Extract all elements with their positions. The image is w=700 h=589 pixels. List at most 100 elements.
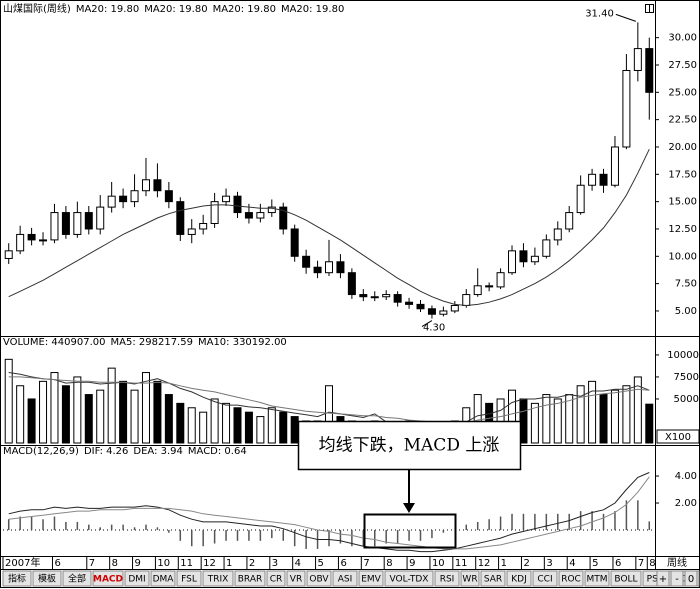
tab-label: DMA	[153, 575, 175, 585]
indicator-label: MA10: 330192.00	[198, 337, 287, 348]
x-tick-label: 3	[272, 558, 278, 569]
volume-bar	[588, 380, 597, 444]
toolbar-tab[interactable]: 指标	[2, 570, 32, 587]
candle-body	[302, 255, 311, 268]
volume-bar	[279, 411, 288, 444]
x-tick-label: 9	[135, 558, 141, 569]
volume-bar	[73, 376, 82, 444]
toolbar-tab[interactable]: CR	[266, 570, 286, 587]
tab-background	[124, 570, 150, 587]
volume-bar	[130, 389, 139, 444]
toolbar-button[interactable]: +	[656, 570, 670, 587]
candle-body	[473, 285, 482, 296]
volume-bar	[610, 389, 619, 444]
toolbar-tab[interactable]: ASI	[332, 570, 358, 587]
toolbar-tab[interactable]: TRIX	[202, 570, 234, 587]
volume-bar	[39, 380, 48, 444]
y-tick-label: 30.00	[668, 33, 697, 44]
volume-bar	[222, 402, 231, 444]
toolbar-tab[interactable]: OBV	[306, 570, 332, 587]
candle-body	[210, 201, 219, 225]
volume-bar	[141, 372, 150, 444]
indicator-line	[8, 472, 650, 553]
volume-bar	[16, 385, 25, 444]
toolbar-tab[interactable]: ROC	[558, 570, 584, 587]
toolbar-tab[interactable]: WR	[460, 570, 480, 587]
volume-bar	[119, 380, 128, 444]
candle-body	[164, 190, 173, 203]
button-background	[656, 570, 670, 587]
toolbar-tab[interactable]: VOL-TDX	[384, 570, 434, 587]
y-tick-label: 5.00	[675, 306, 697, 317]
toolbar-tab[interactable]: DMI	[124, 570, 150, 587]
tab-label: WR	[462, 575, 477, 585]
volume-bar	[599, 394, 608, 444]
x-tick-label: 5	[318, 558, 324, 569]
candle-body	[233, 195, 242, 214]
tab-background	[434, 570, 460, 587]
candle-body	[645, 48, 654, 93]
tab-label: OBV	[309, 575, 329, 585]
tab-background	[460, 570, 480, 587]
toolbar-tab[interactable]: 模板	[32, 570, 62, 587]
toolbar-tab[interactable]: BRAR	[234, 570, 266, 587]
toolbar-button[interactable]: 0	[684, 570, 698, 587]
volume-bar	[542, 394, 551, 444]
candle-body	[187, 228, 196, 235]
volume-bar	[565, 394, 574, 444]
tab-background	[506, 570, 532, 587]
indicator-label: MA5: 298217.59	[111, 337, 193, 348]
tab-background	[384, 570, 434, 587]
candle-body	[542, 239, 551, 257]
toolbar-tab[interactable]: MACD	[92, 570, 124, 587]
volume-bar	[244, 411, 253, 444]
candle-body	[290, 228, 299, 257]
x-tick-label: 8	[112, 558, 118, 569]
toolbar-tab[interactable]: KDJ	[506, 570, 532, 587]
toolbar-tab[interactable]: RSI	[434, 570, 460, 587]
button-background	[670, 570, 684, 587]
indicator-label: VOLUME: 440907.00	[3, 337, 106, 348]
candle-body	[508, 250, 517, 274]
tab-background	[176, 570, 202, 587]
tab-background	[234, 570, 266, 587]
toolbar-tab[interactable]: CCI	[532, 570, 558, 587]
toolbar-tab[interactable]: 全部	[62, 570, 92, 587]
unit-box	[656, 429, 700, 444]
toolbar-tab[interactable]: FSL	[176, 570, 202, 587]
toolbar-tab[interactable]: DMA	[150, 570, 176, 587]
y-tick-label: 15.00	[668, 197, 697, 208]
volume-bar	[4, 358, 13, 444]
volume-bar	[633, 376, 642, 444]
toolbar-tab[interactable]: EMV	[358, 570, 384, 587]
candle-body	[416, 303, 425, 310]
candle-body	[61, 212, 70, 235]
callout-arrowhead	[403, 503, 415, 513]
candle-body	[50, 212, 59, 241]
tab-background	[558, 570, 584, 587]
toolbar-button[interactable]: -	[670, 570, 684, 587]
tab-background	[150, 570, 176, 587]
x-tick-label: 2	[249, 558, 255, 569]
toolbar-tab[interactable]: MTM	[584, 570, 610, 587]
toolbar-tab[interactable]: VR	[286, 570, 306, 587]
x-tick-label: 1	[501, 558, 507, 569]
candle-body	[4, 250, 13, 259]
indicator-label: MA20: 19.80	[144, 4, 207, 15]
x-tick-label: 10	[157, 558, 170, 569]
volume-bar	[61, 385, 70, 444]
tab-label: DMI	[128, 575, 145, 585]
candle-body	[450, 304, 459, 312]
panel-header: 山煤国际(周线) MA20: 19.80 MA20: 19.80 MA20: 19.8…	[3, 2, 344, 15]
tab-label: PSY	[647, 575, 664, 585]
volume-bar	[267, 407, 276, 444]
tab-background	[92, 570, 124, 587]
tab-label: MCST	[671, 575, 697, 585]
toolbar-tab[interactable]: BOLL	[610, 570, 642, 587]
toolbar-tab[interactable]: SAR	[480, 570, 506, 587]
candle-body	[439, 310, 448, 315]
candle-body	[256, 212, 265, 219]
candle-body	[553, 228, 562, 241]
tab-background	[2, 570, 32, 587]
x-tick-label: 3	[546, 558, 552, 569]
